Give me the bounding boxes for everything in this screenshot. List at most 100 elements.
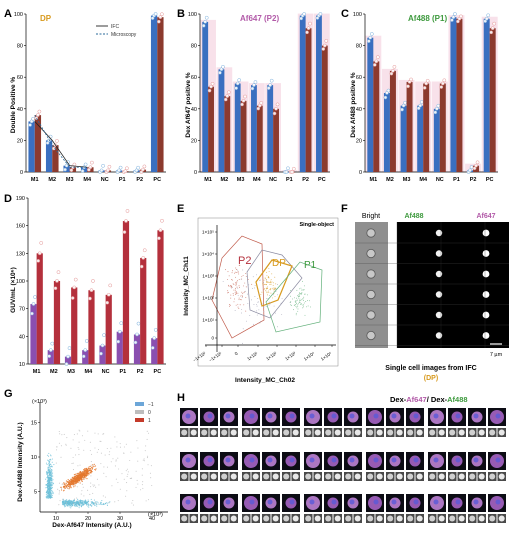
g-point-neg <box>49 473 51 475</box>
bar-series1 <box>150 15 158 172</box>
bar-series1 <box>483 18 490 172</box>
g-point-neg <box>50 472 52 474</box>
g-point-zero <box>79 464 81 466</box>
bar-series1 <box>400 105 407 172</box>
e-event <box>261 291 263 293</box>
x-tick-label: P2 <box>136 177 143 183</box>
h-bright-cell <box>478 429 485 436</box>
bar-series2 <box>88 290 95 364</box>
h-bright-cell <box>181 429 188 436</box>
bar-series2 <box>71 287 78 364</box>
g-point-pos <box>67 484 69 486</box>
replicate-point <box>221 64 225 69</box>
g-point-neg <box>45 487 47 489</box>
g-point-zero <box>121 473 123 475</box>
e-event <box>268 292 270 293</box>
replicate-point <box>139 264 144 269</box>
bar-series1 <box>218 69 225 172</box>
e-event <box>275 283 277 285</box>
h-bright-cell <box>469 429 476 436</box>
e-event <box>228 291 229 293</box>
bar-series2 <box>36 253 43 364</box>
g-point-neg <box>69 506 71 508</box>
x-tick-label: M4 <box>85 369 94 375</box>
replicate-point <box>141 256 146 260</box>
replicate-point <box>284 170 289 174</box>
replicate-point <box>403 100 407 105</box>
g-point-neg <box>48 467 50 469</box>
g-point-zero <box>84 439 86 441</box>
e-event <box>290 295 292 297</box>
g-point-neg <box>49 497 51 499</box>
e-event <box>241 309 243 310</box>
g-point-neg <box>106 503 108 505</box>
g-point-zero <box>131 502 133 504</box>
e-event <box>265 284 267 285</box>
e-event <box>238 273 240 275</box>
g-point-zero <box>73 498 76 500</box>
e-event <box>264 284 266 286</box>
g-point-zero <box>55 462 57 464</box>
g-point-neg <box>47 495 49 497</box>
e-event <box>231 272 233 274</box>
bar-series1 <box>45 140 53 172</box>
replicate-point <box>451 15 456 20</box>
h-inner <box>455 413 461 419</box>
g-point-zero <box>142 487 144 489</box>
e-event <box>229 304 230 305</box>
g-point-zero <box>100 463 102 465</box>
x-tick-label: NC <box>102 369 110 375</box>
g-point-zero <box>93 485 95 487</box>
gate-outer <box>246 249 303 319</box>
e-event <box>263 288 265 290</box>
e-event <box>295 314 297 316</box>
g-point-neg <box>62 500 64 502</box>
e-event <box>238 285 240 287</box>
g-point-zero <box>83 495 85 497</box>
replicate-point <box>150 346 155 350</box>
y-tick-label: 20 <box>191 138 197 144</box>
e-event <box>266 288 268 290</box>
g-point-neg <box>87 499 89 501</box>
g-point-zero <box>111 485 113 487</box>
e-event <box>269 283 271 285</box>
e-event <box>270 282 272 284</box>
y-tick-label: 40 <box>191 107 197 113</box>
g-point-zero <box>129 477 131 479</box>
h-inner <box>331 413 337 419</box>
e-event <box>272 282 274 284</box>
g-point-neg <box>50 479 52 481</box>
h-inner <box>207 413 213 419</box>
g-point-zero <box>104 454 106 456</box>
g-point-neg <box>88 506 90 508</box>
bar-series1 <box>433 108 440 172</box>
h-bright-cell <box>201 473 208 480</box>
g-point-zero <box>90 475 92 477</box>
trend-line-microscopy <box>34 114 88 168</box>
g-point-neg <box>46 471 48 473</box>
g-point-neg <box>46 463 48 466</box>
e-event <box>263 307 265 309</box>
y-tick-label: 100 <box>353 12 362 18</box>
g-point-zero <box>77 465 79 467</box>
g-point-neg <box>86 501 88 503</box>
h-bright-cell <box>243 473 250 480</box>
g-point-neg <box>80 500 82 503</box>
g-point-pos <box>88 473 90 475</box>
h-bright-cell <box>489 473 496 480</box>
bar-series2 <box>105 294 112 364</box>
e-event <box>237 269 239 271</box>
g-point-zero <box>147 464 149 466</box>
g-point-neg <box>70 506 72 508</box>
x-tick-label: M4 <box>83 177 92 183</box>
e-event <box>228 285 230 287</box>
g-point-zero <box>94 447 96 449</box>
bar-series2 <box>321 45 328 172</box>
g-point-neg <box>66 499 68 501</box>
e-event <box>302 289 304 291</box>
bar-series2 <box>273 108 279 172</box>
chart-e-xlabel: Intensity_MC_Ch02 <box>235 377 295 384</box>
g-point-pos <box>68 479 71 482</box>
g-point-zero <box>76 433 78 435</box>
h-bright-cell <box>387 515 394 522</box>
